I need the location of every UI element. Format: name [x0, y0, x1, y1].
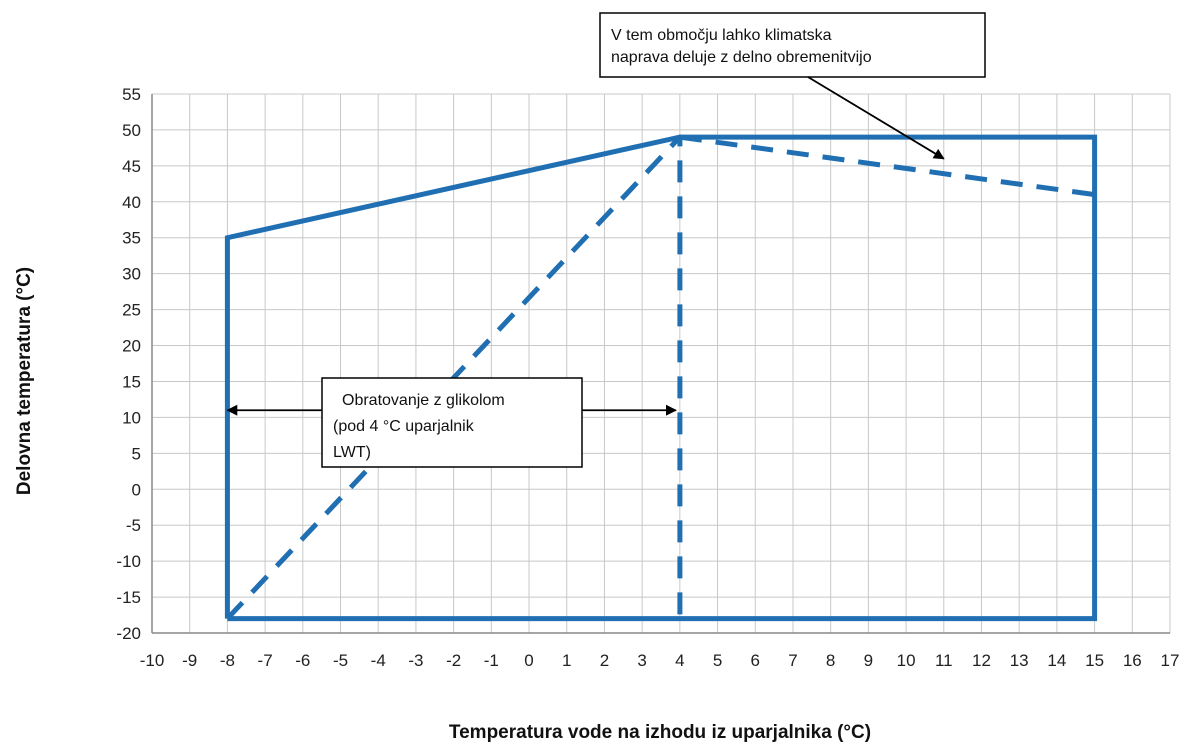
- y-tick-label: 5: [132, 444, 141, 463]
- annotation-partial-load-line-2: naprava deluje z delno obremenitvijo: [611, 49, 872, 66]
- y-tick-label: 25: [122, 301, 141, 320]
- y-tick-label: 10: [122, 408, 141, 427]
- y-tick-label: 20: [122, 337, 141, 356]
- annotation-glycol-line-3: LWT): [333, 444, 371, 461]
- x-tick-label: 0: [524, 651, 533, 670]
- x-tick-label: 6: [751, 651, 760, 670]
- x-tick-label: 17: [1161, 651, 1180, 670]
- x-tick-label: 9: [864, 651, 873, 670]
- x-tick-label: -3: [408, 651, 423, 670]
- annotation-glycol-line-2: (pod 4 °C uparjalnik: [333, 418, 475, 435]
- x-tick-label: 16: [1123, 651, 1142, 670]
- annotation-partial-load-arrow: [807, 76, 945, 160]
- y-axis-title: Delovna temperatura (°C): [14, 267, 35, 495]
- annotation-glycol-line-1: Obratovanje z glikolom: [342, 392, 505, 409]
- x-tick-label: 14: [1047, 651, 1066, 670]
- y-tick-label: 45: [122, 157, 141, 176]
- annotation-partial-load-line-1: V tem območju lahko klimatska: [611, 27, 832, 44]
- y-tick-label: 0: [132, 480, 141, 499]
- y-tick-label: -15: [116, 588, 141, 607]
- x-tick-label: -9: [182, 651, 197, 670]
- x-tick-label: 13: [1010, 651, 1029, 670]
- x-tick-label: -7: [258, 651, 273, 670]
- x-tick-label: -10: [140, 651, 165, 670]
- y-tick-label: -20: [116, 624, 141, 643]
- x-tick-label: 1: [562, 651, 571, 670]
- annotation-glycol-box: [321, 377, 583, 468]
- y-tick-label: 50: [122, 121, 141, 140]
- y-tick-label: 30: [122, 265, 141, 284]
- x-tick-label: 15: [1085, 651, 1104, 670]
- y-tick-label: 15: [122, 372, 141, 391]
- x-tick-label: -8: [220, 651, 235, 670]
- annotation-glycol: Obratovanje z glikolom (pod 4 °C uparjal…: [226, 377, 677, 468]
- x-tick-label: 3: [637, 651, 646, 670]
- x-axis-tick-labels: -10 -9 -8 -7 -6 -5 -4 -3 -2 -1 0 1 2 3 4 5 6 7 8 9 10 11 12 13 1…: [140, 651, 1180, 670]
- solid-envelope-0: [224, 134, 1098, 622]
- annotation-partial-load: V tem območju lahko klimatska naprava de…: [599, 12, 986, 160]
- x-tick-label: 7: [788, 651, 797, 670]
- x-tick-label: -4: [371, 651, 386, 670]
- x-tick-label: -2: [446, 651, 461, 670]
- annotation-partial-load-box: [599, 12, 986, 78]
- x-tick-label: 10: [897, 651, 916, 670]
- x-tick-label: 8: [826, 651, 835, 670]
- x-axis-title: Temperatura vode na izhodu iz uparjalnik…: [449, 722, 871, 743]
- y-tick-label: -5: [126, 516, 141, 535]
- x-tick-label: -5: [333, 651, 348, 670]
- x-tick-label: 11: [935, 651, 953, 670]
- y-tick-label: -10: [116, 552, 141, 571]
- x-tick-label: 12: [972, 651, 991, 670]
- x-tick-label: 5: [713, 651, 722, 670]
- y-tick-label: 40: [122, 193, 141, 212]
- y-tick-label: 55: [122, 85, 141, 104]
- grid: [151, 93, 1171, 634]
- x-tick-label: -1: [484, 651, 499, 670]
- x-tick-label: 2: [600, 651, 609, 670]
- x-tick-label: -6: [295, 651, 310, 670]
- x-tick-label: 4: [675, 651, 684, 670]
- y-tick-label: 35: [122, 229, 141, 248]
